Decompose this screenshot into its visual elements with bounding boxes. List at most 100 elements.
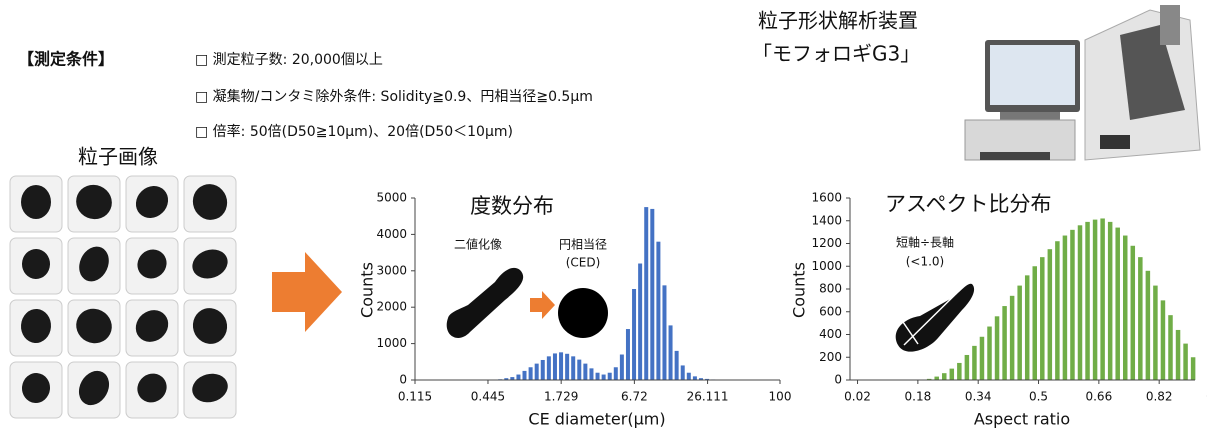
bar xyxy=(994,316,1000,380)
particle xyxy=(192,308,228,344)
annotation: 二値化像 xyxy=(454,237,502,252)
bar xyxy=(705,378,710,380)
bar xyxy=(522,370,527,380)
particle xyxy=(21,373,51,403)
bar xyxy=(1100,218,1105,380)
bar xyxy=(1115,227,1120,380)
bar xyxy=(926,378,932,380)
bar xyxy=(510,377,515,380)
bar xyxy=(571,356,576,380)
y-tick-label: 1200 xyxy=(811,236,842,250)
particle xyxy=(21,185,51,219)
x-tick-label: 0.34 xyxy=(965,390,992,404)
bar xyxy=(934,376,939,380)
bar xyxy=(534,363,539,380)
y-tick-label: 1400 xyxy=(811,213,842,227)
bar xyxy=(1153,285,1158,380)
y-tick-label: 1000 xyxy=(376,336,407,350)
bar xyxy=(1175,329,1181,380)
bar xyxy=(668,325,673,380)
bar xyxy=(565,353,570,380)
bar xyxy=(949,368,955,380)
particle xyxy=(76,308,112,344)
arrow xyxy=(272,252,342,332)
particle xyxy=(135,310,169,342)
particle xyxy=(79,246,109,282)
bar xyxy=(979,336,985,380)
bar xyxy=(1024,275,1030,380)
y-tick-label: 1000 xyxy=(811,259,842,273)
annotation: 円相当径 xyxy=(559,238,607,252)
particle-images-label: 粒子画像 xyxy=(78,145,158,169)
device-model: 「モフォロギG3」 xyxy=(752,42,920,66)
chart-title: アスペクト比分布 xyxy=(885,192,1052,216)
particle xyxy=(20,309,52,343)
device-name: 粒子形状解析装置 xyxy=(758,9,918,33)
x-tick-label: 0.82 xyxy=(1146,390,1173,404)
x-tick-label: 0.5 xyxy=(1029,390,1048,404)
x-tick-label: 26.111 xyxy=(687,390,729,404)
bar xyxy=(540,359,545,380)
bar xyxy=(674,350,679,380)
bar xyxy=(638,263,643,380)
bar xyxy=(644,207,649,380)
particle xyxy=(21,249,51,279)
annotation: 短軸÷長軸 xyxy=(896,236,954,250)
bar xyxy=(1190,357,1196,380)
bar xyxy=(1047,249,1053,380)
x-tick-label: 0.18 xyxy=(905,390,932,404)
condition: □ 測定粒子数: 20,000個以上 xyxy=(195,52,383,68)
bar xyxy=(964,354,970,380)
bar xyxy=(987,326,992,380)
y-tick-label: 2000 xyxy=(376,300,407,314)
x-tick-label: 0.115 xyxy=(398,390,432,404)
x-axis-label: Aspect ratio xyxy=(974,410,1070,429)
bar xyxy=(528,367,533,380)
bar xyxy=(516,374,521,380)
x-tick-label: 0.445 xyxy=(471,390,505,404)
y-tick-label: 0 xyxy=(834,373,842,387)
bar xyxy=(1032,266,1038,380)
aspect-illustration xyxy=(895,283,975,352)
y-tick-label: 1600 xyxy=(811,191,842,205)
y-tick-label: 200 xyxy=(819,350,842,364)
instrument-image xyxy=(964,5,1201,161)
bar xyxy=(504,378,509,380)
x-tick-label: 6.72 xyxy=(621,390,648,404)
y-axis-label: Counts xyxy=(790,262,809,318)
particle xyxy=(192,249,228,279)
x-tick-label: 1.729 xyxy=(544,390,578,404)
bar xyxy=(601,374,606,380)
bar xyxy=(1130,245,1136,380)
bar xyxy=(942,373,947,380)
bar xyxy=(1070,229,1075,380)
bar xyxy=(1183,343,1188,380)
x-tick-label: 100 xyxy=(769,390,792,404)
y-tick-label: 5000 xyxy=(376,191,407,205)
bar xyxy=(662,285,667,380)
bar xyxy=(656,241,661,380)
x-axis-label: CE diameter(μm) xyxy=(528,410,665,429)
x-tick-label: 0.02 xyxy=(844,390,871,404)
bar xyxy=(625,329,630,380)
bar xyxy=(680,365,685,380)
conditions-heading: 【測定条件】 xyxy=(18,50,114,69)
y-tick-label: 400 xyxy=(819,327,842,341)
particle xyxy=(135,186,169,218)
bar xyxy=(1062,235,1068,380)
annotation: (CED) xyxy=(566,256,601,270)
bar xyxy=(1009,295,1015,380)
bar xyxy=(957,362,962,380)
bar xyxy=(1077,225,1083,380)
chart-title: 度数分布 xyxy=(470,194,554,218)
bar xyxy=(559,352,564,380)
bar xyxy=(632,289,637,380)
particle xyxy=(78,370,110,406)
bar xyxy=(1122,235,1128,380)
y-tick-label: 600 xyxy=(819,304,842,318)
bar xyxy=(698,378,703,380)
bar xyxy=(1138,257,1143,380)
bar xyxy=(1040,257,1045,380)
bar xyxy=(589,368,594,380)
